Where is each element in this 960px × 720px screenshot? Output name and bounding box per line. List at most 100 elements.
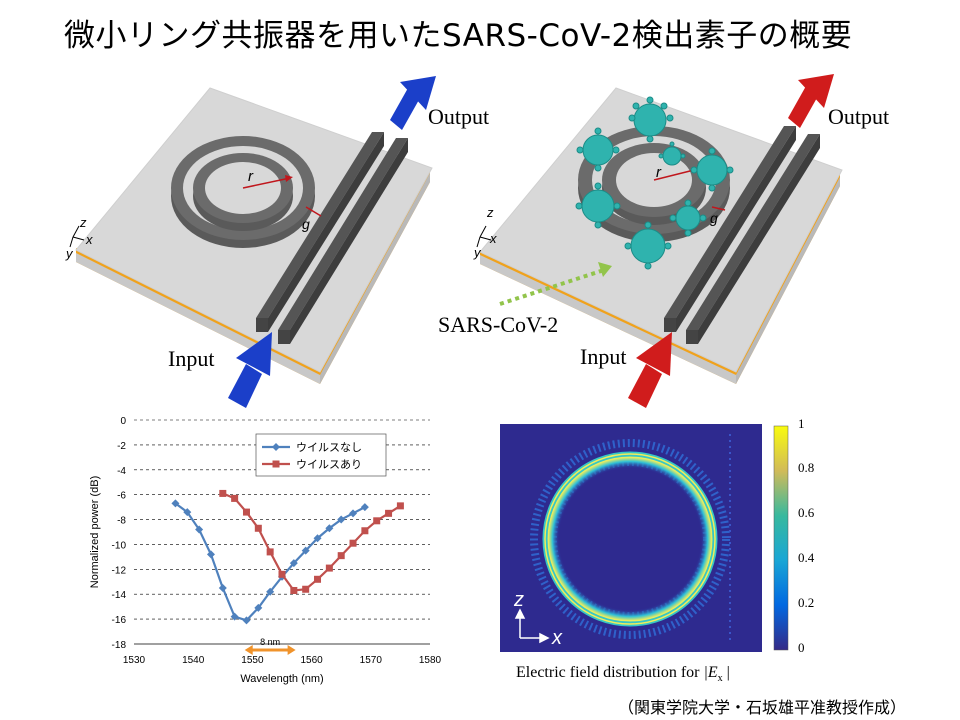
colorbar-tick: 0.2 (798, 595, 815, 610)
y-tick-label: -8 (117, 516, 126, 527)
y-tick-label: 0 (120, 416, 126, 427)
data-point (385, 509, 393, 517)
page-title: 微小リング共振器を用いたSARS-CoV-2検出素子の概要 (64, 18, 853, 54)
virus-particle (628, 96, 674, 143)
x-tick-label: 1530 (123, 655, 146, 666)
colorbar (773, 425, 789, 651)
device-diagram-left: r g z x y (65, 76, 436, 408)
input-label-right: Input (580, 344, 627, 369)
output-label-left: Output (428, 104, 490, 129)
virus-particle (575, 182, 621, 229)
data-point (373, 517, 381, 525)
transmission-chart: 0 -2 -4 -6 -8 -10 -12 -14 -16 -18 1530 1540 1550 1560… (89, 416, 442, 685)
data-point (206, 550, 215, 559)
data-point (219, 489, 227, 497)
svg-text:y: y (473, 245, 482, 260)
radius-arrow (242, 177, 291, 189)
gap-arrow (305, 206, 322, 217)
svg-text:z: z (79, 215, 87, 230)
output-label-right: Output (828, 104, 890, 129)
radius-label: r (656, 164, 662, 181)
data-point (302, 585, 310, 593)
substrate-side-left (480, 255, 736, 384)
data-point (349, 509, 358, 518)
field-axis-x: x (551, 627, 563, 649)
gap-label: g (710, 210, 718, 226)
x-axis-label: Wavelength (nm) (240, 673, 323, 685)
device-diagram-right: r g z x y (473, 74, 843, 408)
y-tick-label: -12 (112, 565, 127, 576)
output-arrow (788, 74, 834, 128)
virus-particle (669, 199, 707, 237)
radius-label: r (248, 168, 254, 185)
data-point (360, 503, 369, 512)
data-point (361, 527, 369, 535)
data-point (230, 612, 239, 621)
svg-text:y: y (65, 246, 74, 261)
data-point (242, 616, 251, 625)
y-axis-label: Normalized power (dB) (89, 476, 101, 588)
data-point (314, 575, 322, 583)
substrate-side-right (320, 173, 430, 384)
substrate-side-right (736, 177, 840, 384)
ring-resonator (171, 136, 315, 248)
bus-waveguide (664, 126, 820, 344)
gap-label: g (302, 216, 310, 232)
y-tick-label: -18 (112, 640, 127, 651)
data-point (290, 586, 298, 594)
axes-indicator: z x y (65, 215, 93, 261)
credit-note: （関東学院大学・石坂雄平准教授作成） (618, 698, 907, 717)
data-point (254, 524, 262, 532)
data-point (266, 548, 274, 556)
data-point (254, 603, 263, 612)
data-point (171, 499, 180, 508)
x-tick-label: 1540 (182, 655, 205, 666)
legend-marker (272, 460, 280, 468)
svg-text:x: x (489, 231, 497, 246)
virus-particles (575, 96, 734, 270)
data-point (195, 525, 204, 534)
virus-pointer-arrow (499, 268, 605, 306)
shift-arrow-head (244, 645, 253, 655)
virus-label: SARS-CoV-2 (438, 312, 559, 337)
bus-waveguide (256, 132, 408, 344)
colorbar-tick: 0 (798, 640, 805, 655)
output-arrow (390, 76, 436, 130)
input-arrow (228, 332, 272, 408)
legend-label: ウイルスなし (296, 441, 362, 454)
data-point (396, 502, 404, 510)
data-point (337, 552, 345, 560)
legend-box (255, 433, 387, 477)
data-point (231, 494, 239, 502)
virus-particle (658, 141, 686, 166)
field-axis-z: z (513, 589, 524, 611)
data-point (301, 546, 310, 555)
y-tick-label: -14 (112, 590, 127, 601)
svg-text:z: z (486, 205, 494, 220)
colorbar-tick: 0.8 (798, 460, 815, 475)
legend-marker (272, 443, 280, 451)
y-tick-label: -6 (117, 491, 126, 502)
shift-annotation: 8 nm (260, 637, 280, 647)
input-label-left: Input (168, 346, 215, 371)
virus-particle (576, 127, 620, 172)
colorbar-ticks: 1 0.8 0.6 0.4 0.2 0 (794, 416, 834, 656)
data-point (183, 508, 192, 517)
field-ring (542, 451, 718, 627)
x-tick-label: 1580 (419, 655, 442, 666)
data-point (325, 564, 333, 572)
x-tick-label: 1550 (241, 655, 264, 666)
virus-particle (624, 221, 672, 270)
data-point (242, 508, 250, 516)
series-line (222, 492, 401, 592)
colorbar-tick: 1 (798, 416, 805, 431)
y-tick-label: -10 (112, 540, 127, 551)
legend-label: ウイルスあり (296, 458, 362, 471)
data-point (349, 539, 357, 547)
colorbar-tick: 0.6 (798, 505, 815, 520)
field-ring-outer-halo (530, 439, 730, 639)
y-tick-label: -2 (117, 441, 126, 452)
field-distribution-map: z x (500, 424, 789, 652)
gap-arrow (711, 206, 726, 211)
axes-indicator: z x y (473, 205, 497, 260)
